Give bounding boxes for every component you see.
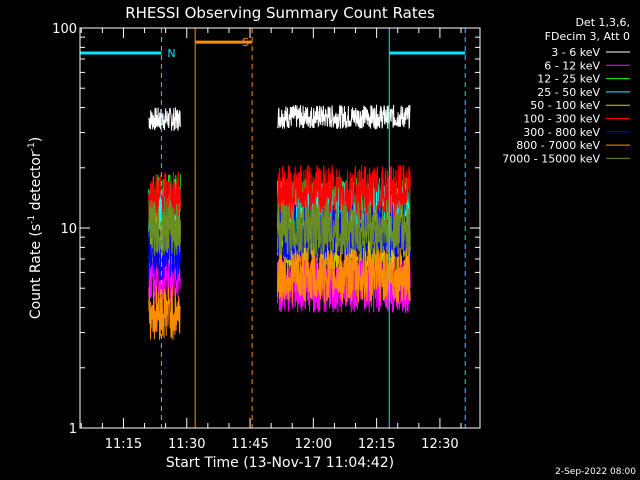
x-tick-label-1130: 11:30: [168, 437, 205, 452]
flag-label-n: N: [167, 47, 175, 60]
chart-title: RHESSI Observing Summary Count Rates: [125, 4, 435, 22]
y-axis-label: Count Rate (s-1 detector-1): [27, 137, 44, 319]
series-trace-9-segment-1: [148, 200, 181, 256]
legend-header-line-2: FDecim 3, Att 0: [545, 30, 630, 43]
x-tick-label-1115: 11:15: [105, 437, 142, 452]
x-axis-label: Start Time (13-Nov-17 11:04:42): [166, 455, 394, 471]
x-tick-label-1215: 12:15: [358, 437, 395, 452]
legend-label-9: 7000 - 15000 keV: [502, 152, 600, 165]
series-trace-9-segment-2: [277, 200, 411, 256]
axes: 1 10 100 11:15 11:30 11:45 12:00 12:15 12:30: [52, 22, 480, 452]
series-trace-1-segment-2: [277, 104, 411, 131]
footer-timestamp: 2-Sep-2022 08:00: [555, 467, 636, 477]
legend-label-7: 300 - 800 keV: [523, 126, 600, 139]
x-tick-label-1200: 12:00: [295, 437, 332, 452]
series-trace-1-segment-1: [148, 107, 181, 132]
legend-label-2: 6 - 12 keV: [544, 59, 600, 72]
legend-label-3: 12 - 25 keV: [537, 73, 600, 86]
series-trace-6-segment-1: [148, 171, 181, 227]
plot-area: NS: [80, 28, 466, 428]
x-tick-label-1230: 12:30: [421, 437, 458, 452]
legend-label-1: 3 - 6 keV: [551, 46, 600, 59]
y-tick-label-100: 100: [52, 22, 77, 37]
legend-label-8: 800 - 7000 keV: [516, 139, 600, 152]
legend-label-4: 25 - 50 keV: [537, 86, 600, 99]
series-trace-8-segment-2: [277, 247, 411, 304]
series-trace-8-segment-1: [148, 285, 181, 340]
y-tick-label-1: 1: [69, 422, 77, 437]
legend-label-5: 50 - 100 keV: [530, 99, 600, 112]
x-tick-label-1145: 11:45: [231, 437, 268, 452]
legend-header-line-1: Det 1,3,6,: [575, 16, 630, 29]
series-trace-2-segment-1: [148, 248, 181, 304]
y-tick-label-10: 10: [60, 222, 77, 237]
flag-label-s: S: [242, 36, 249, 49]
legend-label-6: 100 - 300 keV: [523, 113, 600, 126]
series-trace-6-segment-2: [277, 164, 411, 222]
